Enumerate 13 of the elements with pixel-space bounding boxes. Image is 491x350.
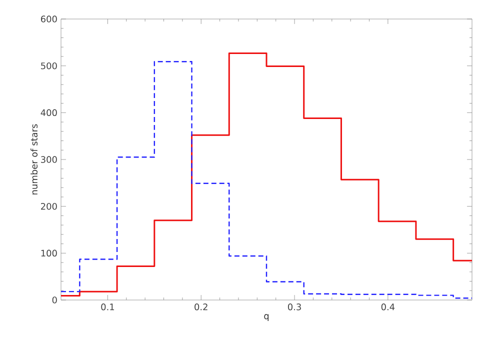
x-tick-label: 0.2 — [194, 304, 208, 310]
y-tick-label: 600 — [40, 16, 57, 22]
y-tick-label: 500 — [41, 62, 57, 70]
y-axis-title: number of stars — [30, 124, 38, 194]
y-tick-label: 400 — [40, 109, 57, 116]
x-axis-title: q — [264, 314, 269, 322]
x-tick-label: 0.3 — [288, 304, 301, 310]
y-tick-label: 100 — [41, 250, 57, 257]
y-tick-label: 200 — [41, 202, 57, 210]
x-tick-label: 0.1 — [101, 304, 114, 310]
y-tick-label: 300 — [41, 156, 57, 163]
y-tick-label: 0 — [52, 296, 57, 304]
x-tick-label: 0.4 — [381, 304, 395, 310]
